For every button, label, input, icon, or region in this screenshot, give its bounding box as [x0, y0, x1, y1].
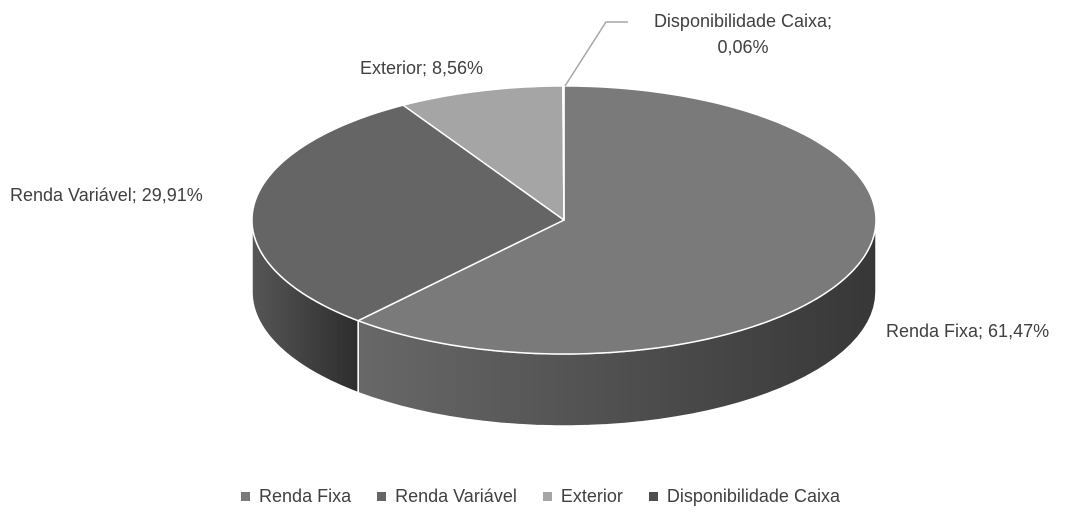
legend-swatch: [377, 492, 387, 501]
legend-item: Renda Variável: [377, 486, 517, 507]
data-label: Renda Variável; 29,91%: [10, 185, 203, 205]
legend-swatch: [241, 492, 251, 501]
leader-line: [564, 21, 628, 87]
legend-label: Disponibilidade Caixa: [666, 486, 840, 506]
legend-item: Disponibilidade Caixa: [648, 486, 840, 507]
data-label: Exterior; 8,56%: [360, 58, 484, 78]
pie-slice: [402, 85, 565, 221]
pie-slice: [562, 85, 565, 221]
legend-swatch: [542, 492, 552, 501]
legend-label: Renda Variável: [395, 486, 517, 506]
legend-swatch: [648, 492, 658, 501]
legend-label: Exterior: [560, 486, 623, 506]
pie-slice: [357, 85, 877, 355]
legend-item: Exterior: [542, 486, 623, 507]
legend-item: Renda Fixa: [241, 486, 351, 507]
chart: [251, 21, 877, 427]
pie-slice: [251, 104, 565, 322]
legend-label: Renda Fixa: [259, 486, 352, 506]
legend: Renda Fixa Renda Variável Exterior Disponib…: [0, 486, 1081, 507]
data-label: Renda Fixa; 61,47%: [886, 321, 1050, 341]
data-label: Disponibilidade Caixa; 0,06%: [653, 11, 833, 57]
